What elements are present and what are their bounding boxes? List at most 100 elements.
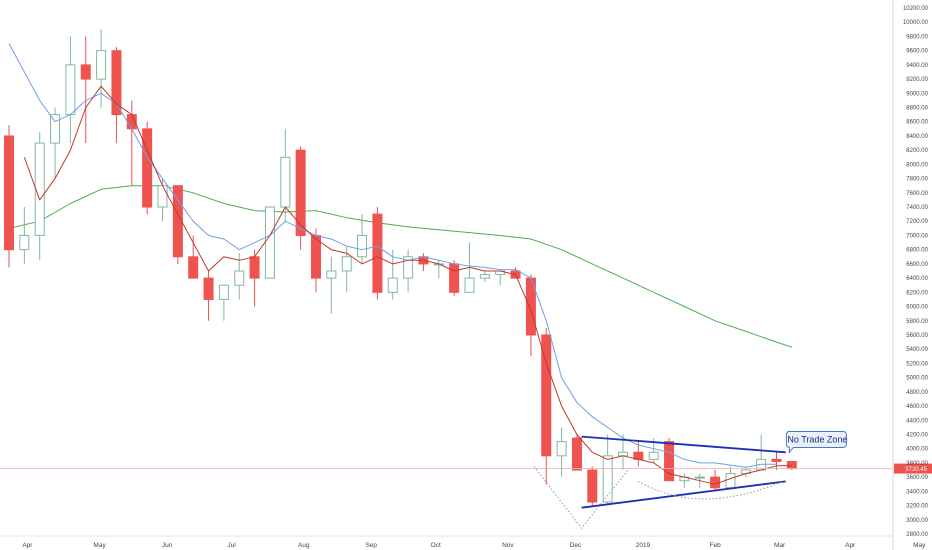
candle: [111, 47, 122, 144]
drawings: [533, 435, 786, 529]
x-tick-label: Feb: [709, 542, 721, 549]
candle-body-down: [172, 185, 183, 258]
y-tick-label: 7200.00: [906, 219, 928, 225]
candle: [341, 246, 352, 293]
y-tick-label: 5600.00: [906, 333, 928, 339]
moving-average-red: [23, 85, 792, 485]
candle: [326, 256, 337, 314]
y-tick-label: 4600.00: [906, 404, 928, 410]
candle: [357, 214, 368, 264]
candle-body-up: [694, 476, 705, 479]
x-tick-label: Sep: [365, 542, 377, 549]
candle-body-down: [142, 128, 153, 208]
y-tick-label: 7600.00: [906, 191, 928, 197]
x-tick-label: Jun: [162, 542, 173, 549]
candle: [479, 271, 490, 282]
upper-trendline: [581, 435, 786, 454]
candle-body-up: [387, 277, 398, 293]
x-tick-label: May: [93, 542, 106, 549]
candle-body-up: [19, 234, 30, 251]
x-tick-label: Apr: [845, 542, 856, 549]
y-tick-label: 8800.00: [906, 106, 928, 112]
current-price-label: 3720.45: [905, 467, 927, 473]
y-tick-label: 8200.00: [906, 148, 928, 154]
candle: [126, 100, 137, 186]
y-tick-label: 3800.00: [906, 461, 928, 467]
candle-body-down: [80, 64, 91, 80]
candle-body-up: [280, 156, 291, 208]
candle-body-up: [464, 277, 475, 293]
candle: [510, 267, 521, 279]
candles: [4, 29, 797, 506]
y-tick-label: 9200.00: [906, 77, 928, 83]
candle-body-down: [4, 135, 14, 251]
y-tick-label: 5800.00: [906, 319, 928, 325]
candle-body-up: [725, 473, 736, 489]
ma-green-line: [8, 185, 793, 348]
x-tick-label: Mar: [774, 542, 786, 549]
candle-body-up: [65, 64, 76, 116]
x-tick-label: May: [913, 542, 926, 549]
y-tick-label: 6800.00: [906, 248, 928, 254]
candle: [372, 207, 383, 300]
candle: [403, 249, 414, 293]
x-tick-label: Aug: [298, 542, 310, 549]
candle-body-up: [479, 274, 490, 279]
candle: [387, 249, 398, 300]
candle: [295, 146, 306, 250]
candle-body-up: [50, 114, 61, 144]
y-tick-label: 8000.00: [906, 162, 928, 168]
candle: [96, 29, 107, 108]
candle: [418, 253, 429, 271]
candle: [142, 121, 153, 215]
y-tick-label: 3400.00: [906, 489, 928, 495]
y-tick-label: 3600.00: [906, 475, 928, 481]
candle-body-up: [234, 270, 245, 286]
candle-body-down: [311, 234, 321, 279]
y-tick-label: 7400.00: [906, 205, 928, 211]
candle-body-up: [357, 234, 368, 258]
candle-body-down: [786, 460, 797, 470]
candle: [203, 271, 214, 321]
moving-average-green: [8, 185, 793, 348]
current-price-badge: [894, 463, 932, 474]
dotted-arc-pattern: [638, 480, 783, 500]
y-tick-label: 4200.00: [906, 432, 928, 438]
candle-body-down: [295, 149, 306, 236]
candle: [556, 427, 567, 478]
candle: [65, 36, 76, 144]
candle: [50, 107, 61, 179]
candle-body-up: [157, 185, 168, 208]
x-tick-label: Oct: [431, 542, 441, 549]
candle-body-down: [111, 50, 122, 116]
candle-body-up: [618, 451, 628, 457]
candle: [249, 249, 260, 307]
candle-body-up: [34, 142, 45, 236]
annotation-label: No Trade Zone: [787, 434, 847, 444]
x-tick-label: 2019: [636, 542, 651, 549]
candle-body-up: [602, 455, 613, 503]
candle: [172, 185, 183, 264]
y-tick-label: 6400.00: [906, 276, 928, 282]
ma-red-line: [23, 85, 792, 485]
y-tick-label: 8600.00: [906, 120, 928, 126]
y-tick-label: 9000.00: [906, 91, 928, 97]
candle-body-down: [541, 334, 552, 457]
candle-body-up: [218, 284, 229, 300]
moving-average-blue: [8, 43, 777, 468]
annotation: No Trade Zone: [785, 430, 847, 454]
candle-body-up: [264, 206, 275, 279]
candle: [234, 253, 245, 300]
x-axis: Apr May Jun Jul Aug Sep Oct Nov Dec 2019 Feb Mar Apr…: [22, 542, 926, 549]
candle: [710, 470, 721, 492]
y-tick-label: 5400.00: [906, 347, 928, 353]
y-tick-label: 4800.00: [906, 390, 928, 396]
candle-body-down: [710, 476, 721, 489]
y-tick-label: 9800.00: [906, 34, 928, 40]
candle-body-down: [587, 469, 598, 503]
y-tick-label: 6600.00: [906, 262, 928, 268]
candle: [587, 466, 598, 506]
x-tick-label: Nov: [502, 542, 514, 549]
dotted-v-pattern: [533, 466, 632, 529]
